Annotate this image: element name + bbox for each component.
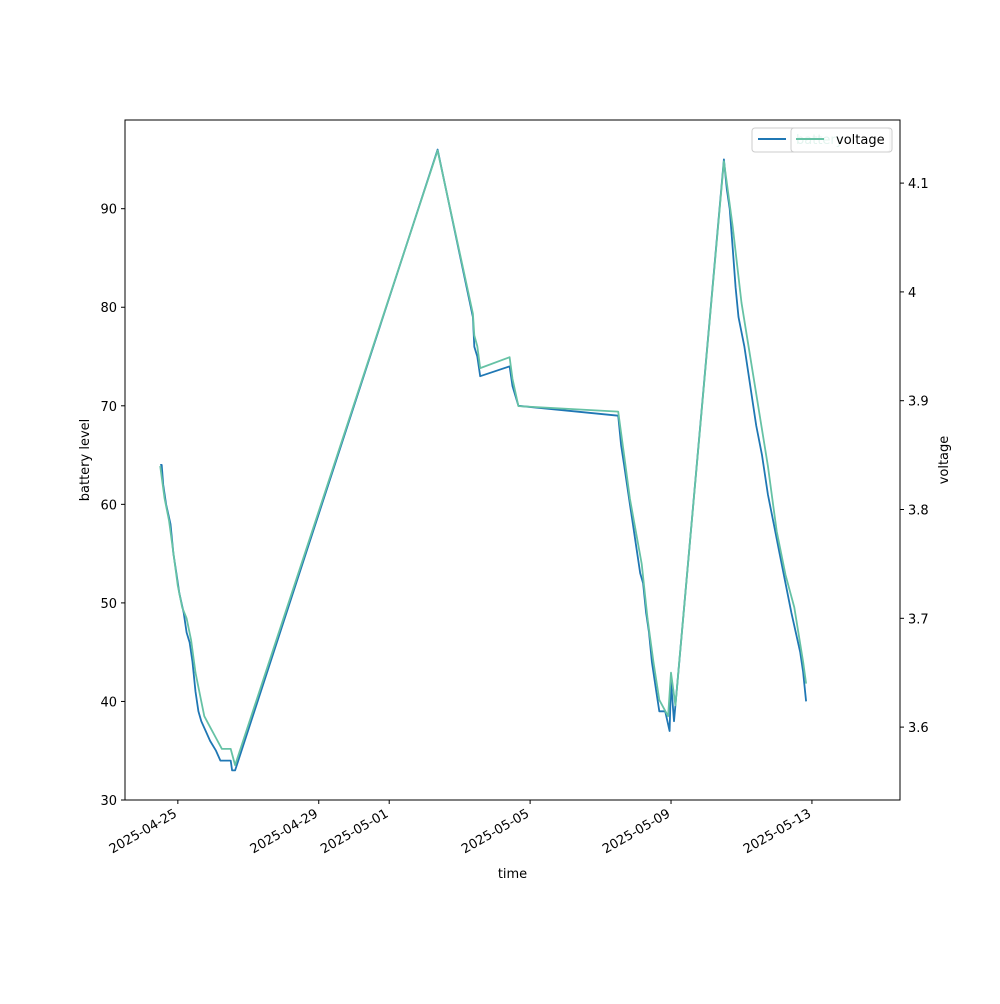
legend-box-voltage bbox=[790, 127, 893, 153]
y-tick-label: 40 bbox=[100, 695, 117, 710]
series-line-battery bbox=[160, 148, 807, 772]
y-tick-label: 90 bbox=[100, 203, 117, 218]
y2-tick-label: 4.1 bbox=[908, 177, 929, 192]
y2-tick-label: 3.8 bbox=[908, 504, 929, 519]
y-tick-label: 80 bbox=[100, 301, 117, 316]
y2-axis-label: voltage bbox=[937, 436, 952, 485]
x-tick-label: 2025-05-05 bbox=[459, 806, 532, 857]
plot-frame bbox=[124, 119, 901, 801]
y-tick-label: 30 bbox=[100, 794, 117, 809]
x-tick-label: 2025-04-29 bbox=[248, 806, 321, 857]
y2-tick-label: 3.9 bbox=[908, 395, 929, 410]
series-line-voltage bbox=[159, 149, 807, 767]
x-tick-label: 2025-05-01 bbox=[318, 806, 391, 857]
x-tick-label: 2025-04-25 bbox=[107, 806, 180, 857]
y2-tick-label: 3.7 bbox=[908, 612, 929, 627]
x-tick-label: 2025-05-09 bbox=[600, 806, 673, 857]
x-axis-label: time bbox=[498, 867, 527, 882]
y-tick-label: 50 bbox=[100, 597, 117, 612]
y-tick-label: 60 bbox=[100, 498, 117, 513]
y2-tick-label: 3.6 bbox=[908, 721, 929, 736]
y2-tick-label: 4 bbox=[908, 286, 916, 301]
x-tick-label: 2025-05-13 bbox=[741, 806, 814, 857]
legend-label-voltage: voltage bbox=[836, 133, 885, 148]
y-tick-label: 70 bbox=[100, 400, 117, 415]
y-axis-label: battery level bbox=[78, 419, 93, 502]
